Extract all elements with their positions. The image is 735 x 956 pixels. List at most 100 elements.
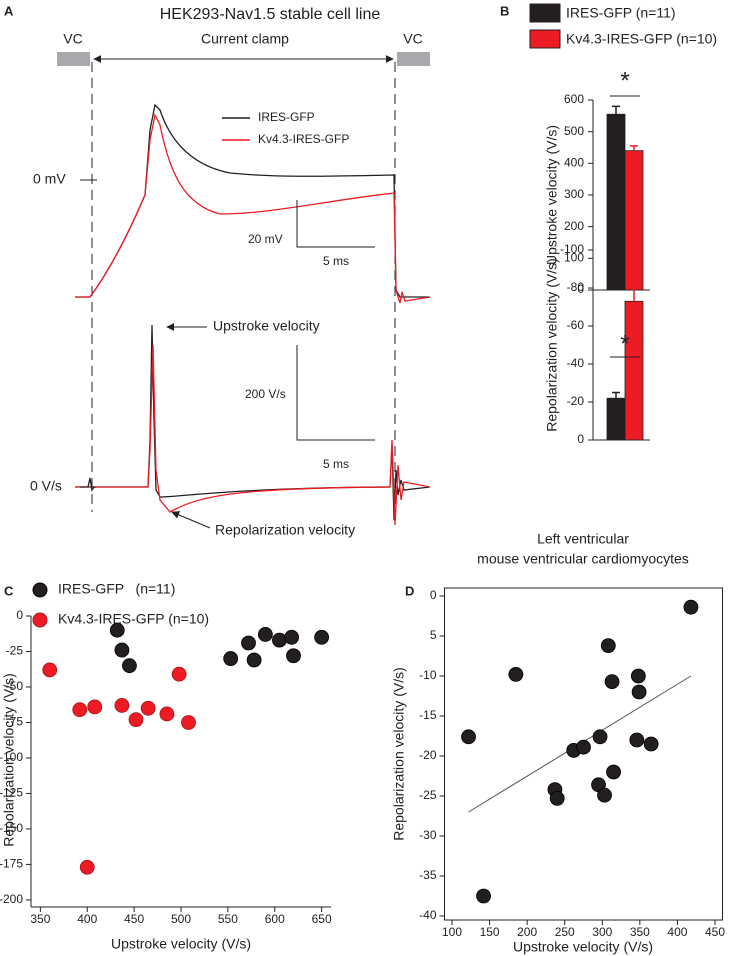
mode-label: Current clamp [201,31,289,47]
point [597,787,612,803]
panel-title: HEK293-Nav1.5 stable cell line [160,6,381,23]
y-axis-label: Repolarization velocity (V/s) [391,667,407,841]
point [87,699,103,715]
legend-marker [32,582,48,598]
point [171,666,187,682]
bar [606,397,626,441]
legend-label: IRES-GFP (n=11) [566,5,676,21]
x-tick-label: 600 [265,912,285,926]
legend-label: Kv4.3-IRES-GFP (n=10) [566,31,717,47]
arrow-label: Repolarization velocity [215,522,355,538]
point [314,629,330,645]
x-tick-label: 450 [124,912,144,926]
zero-label: 0 mV [33,171,66,187]
scale-bar [296,345,375,441]
point [592,729,608,745]
point [549,791,565,806]
legend-label: Kv4.3-IRES-GFP (n=10) [58,611,209,627]
legend-label: IRES-GFP (n=11) [58,581,175,597]
y-tick-label: 0 [577,282,584,296]
point [284,629,300,645]
point [140,700,156,716]
y-axis-label: Upstroke velocity (V/s) [544,125,560,265]
y-tick-label: -100 [560,242,584,256]
y-tick-label: -25 [419,788,437,802]
y-tick-label: -15 [419,708,437,722]
x-tick-label: 200 [517,925,537,939]
point [643,736,659,752]
chart-title: mouse ventricular cardiomyocytes [477,551,689,567]
x-axis-label: Upstroke velocity (V/s) [111,936,251,952]
legend-label: Kv4.3-IRES-GFP [258,132,349,146]
vc-box [397,52,430,66]
point [42,662,58,678]
panel-a: HEK293-Nav1.5 stable cell line VC Curren… [30,6,431,538]
y-tick-label: -25 [6,644,24,658]
scale-label: 5 ms [323,254,349,268]
arrow-label: Upstroke velocity [213,318,320,334]
point [631,684,647,700]
point [246,652,262,668]
y-tick-label: 5 [430,628,437,642]
plot-frame [444,587,723,921]
point [181,715,196,730]
x-tick-label: 400 [667,925,687,939]
scale-bar [296,200,375,248]
panel-label: B [500,3,509,18]
y-tick-label: -30 [419,828,437,842]
point [114,698,130,713]
point [630,668,646,684]
panel-label: A [4,3,14,18]
point [114,642,130,658]
panel-label: C [4,583,14,598]
y-tick-label: 300 [564,187,584,201]
point [128,712,144,728]
y-tick-label: -50 [6,679,24,693]
x-tick-label: 350 [30,912,50,926]
y-axis-label: Repolarization velocity (V/s) [1,673,17,847]
y-tick-label: -10 [419,668,437,682]
x-tick-label: 500 [171,912,191,926]
arrow [171,511,211,529]
scale-label: 200 V/s [245,387,286,401]
mode-label: VC [63,31,82,47]
point [604,674,620,689]
y-tick-label: 400 [564,156,584,170]
point [79,859,95,875]
x-tick-label: 250 [555,925,575,939]
y-tick-label: 0 [16,608,23,622]
y-tick-label: -20 [567,394,585,408]
legend-label: IRES-GFP [258,110,315,124]
panel-label: D [405,583,414,598]
point [629,732,645,748]
y-tick-label: -60 [567,318,585,332]
point [600,638,616,653]
y-tick-label: -150 [0,821,23,835]
velocity-trace [75,324,431,521]
chart-title: Left ventricular [537,531,629,547]
legend-swatch [529,3,561,23]
scale-label: 20 mV [248,232,283,246]
y-tick-label: 0 [577,432,584,446]
point [683,599,699,615]
y-tick-label: -75 [6,715,24,729]
x-tick-label: 300 [592,925,612,939]
significance: * [620,330,629,357]
y-tick-label: 0 [430,588,437,602]
y-tick-label: -20 [419,748,437,762]
bar [624,150,644,291]
y-tick-label: -175 [0,857,23,871]
point [241,635,256,651]
mode-label: VC [403,31,422,47]
y-tick-label: 100 [564,251,584,265]
legend-swatch [529,29,561,49]
bar [624,300,644,441]
point [72,702,88,718]
zero-label: 0 V/s [30,478,62,494]
vc-box [57,52,90,66]
y-tick-label: 600 [564,92,584,106]
point [508,667,524,682]
x-tick-label: 350 [630,925,650,939]
voltage-trace [75,113,431,304]
